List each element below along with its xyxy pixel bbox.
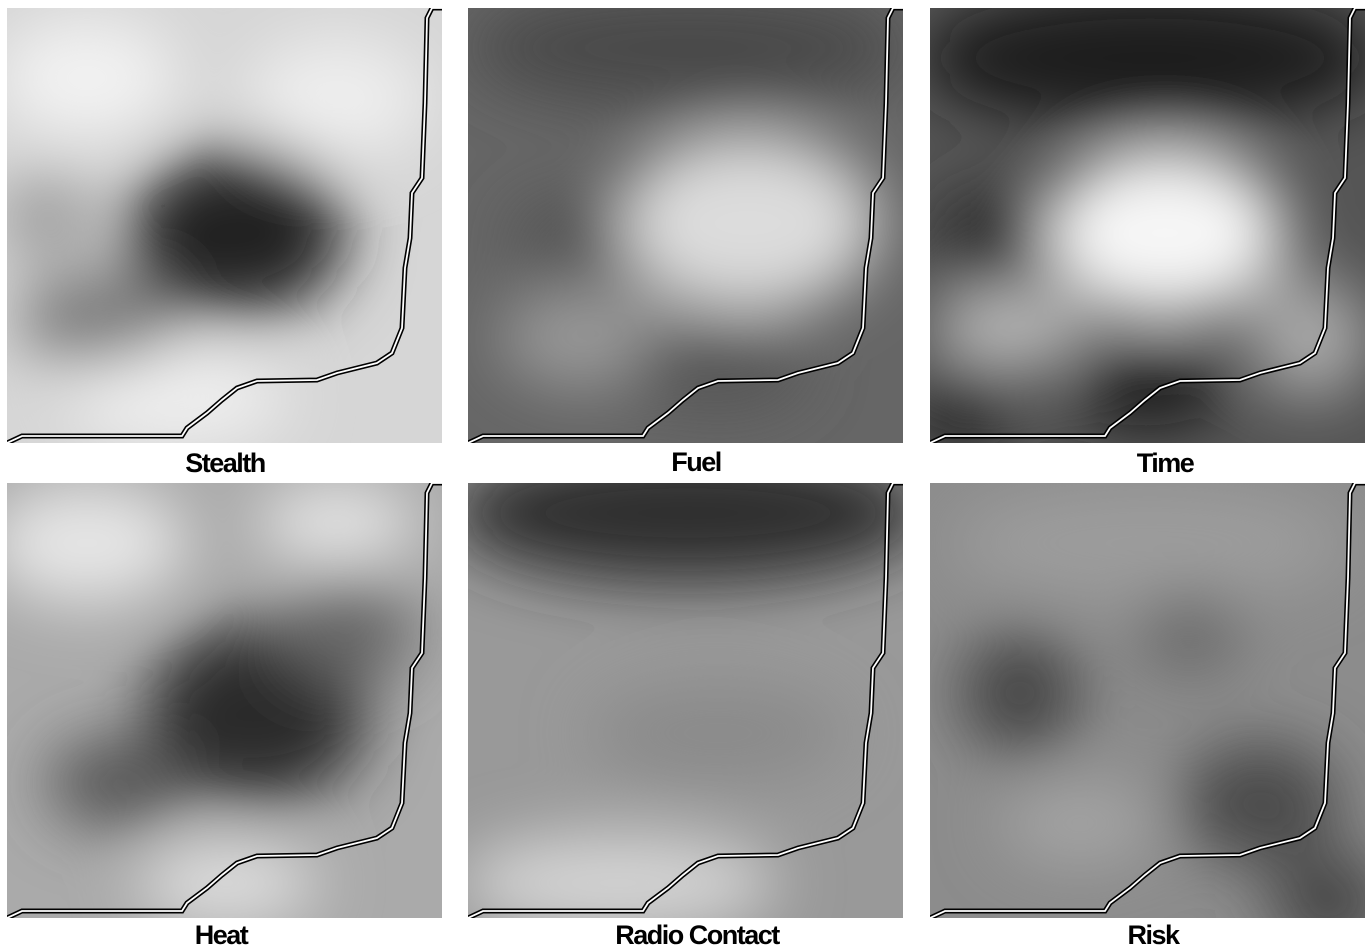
map-panel bbox=[910, 0, 1372, 448]
map-panel bbox=[468, 0, 908, 443]
map-panel bbox=[448, 443, 928, 933]
panel-label: Risk bbox=[1127, 920, 1181, 947]
panel-label: Fuel bbox=[671, 447, 721, 477]
map-panel bbox=[0, 483, 442, 923]
map-panel bbox=[930, 483, 1372, 947]
panel-label: Time bbox=[1137, 448, 1195, 478]
panel-label: Heat bbox=[195, 920, 249, 947]
figure: Stealth Fuel Time Heat Radio Contact Ris… bbox=[0, 0, 1372, 947]
panel-label: Radio Contact bbox=[615, 920, 780, 947]
panel-label: Stealth bbox=[185, 448, 265, 478]
page: Stealth Fuel Time Heat Radio Contact Ris… bbox=[0, 0, 1372, 947]
map-panel bbox=[0, 8, 442, 443]
